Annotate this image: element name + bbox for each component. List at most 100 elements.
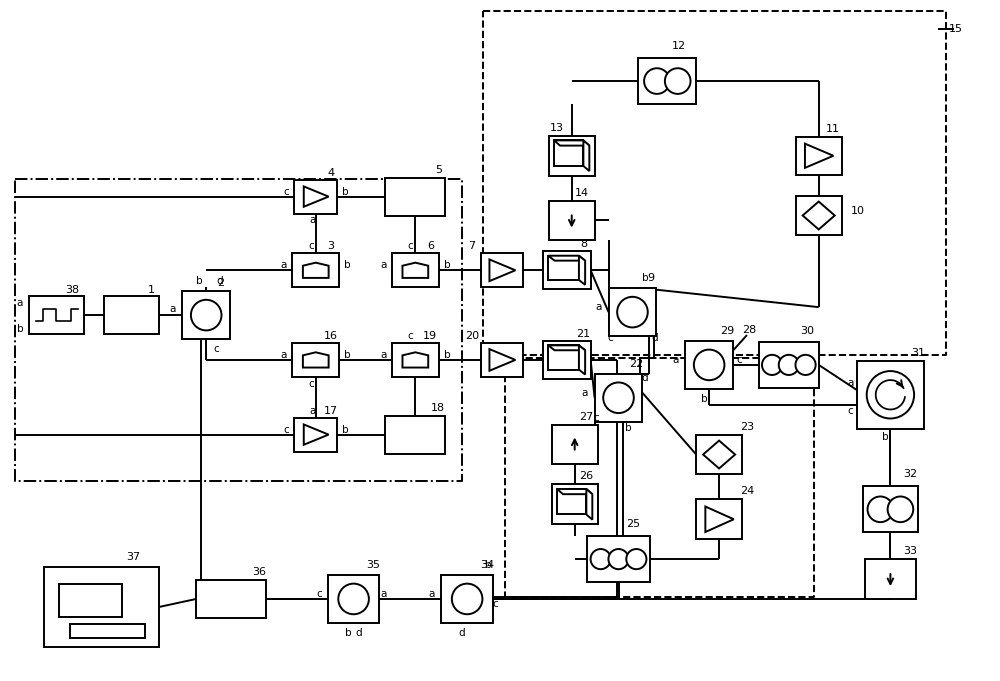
Text: a: a <box>310 215 316 225</box>
Polygon shape <box>548 345 585 350</box>
Text: 7: 7 <box>469 241 476 251</box>
Circle shape <box>868 496 893 522</box>
Text: 20: 20 <box>465 331 479 341</box>
Polygon shape <box>803 202 835 229</box>
Bar <box>549 201 595 240</box>
Bar <box>865 559 916 599</box>
Text: a: a <box>581 387 588 398</box>
Text: a: a <box>380 260 387 270</box>
Text: b: b <box>196 276 203 286</box>
Polygon shape <box>703 441 735 469</box>
Text: 5: 5 <box>435 165 442 175</box>
Text: c: c <box>407 331 413 341</box>
Text: a: a <box>672 355 678 365</box>
Bar <box>857 361 924 428</box>
Text: 2: 2 <box>218 279 225 288</box>
Text: 12: 12 <box>672 42 686 51</box>
Polygon shape <box>303 263 329 278</box>
Circle shape <box>603 383 634 413</box>
Text: 37: 37 <box>126 552 141 562</box>
Polygon shape <box>805 144 833 168</box>
Text: a: a <box>595 302 602 312</box>
Bar <box>196 580 266 618</box>
Text: c: c <box>308 241 314 251</box>
Text: 30: 30 <box>800 326 814 336</box>
Polygon shape <box>579 256 585 285</box>
Text: 22: 22 <box>629 359 644 369</box>
Text: c: c <box>283 425 289 434</box>
Text: 24: 24 <box>740 486 754 496</box>
Bar <box>44 567 159 647</box>
Text: 9: 9 <box>647 273 654 283</box>
Text: d: d <box>641 373 648 383</box>
Text: a: a <box>281 260 287 270</box>
Text: c: c <box>608 333 613 343</box>
Text: c: c <box>492 599 498 609</box>
Bar <box>392 343 439 377</box>
Text: b: b <box>625 423 632 432</box>
Text: b: b <box>344 260 351 270</box>
Bar <box>392 253 439 287</box>
Bar <box>557 489 586 514</box>
Bar <box>554 140 583 166</box>
Bar <box>548 345 579 370</box>
Text: 23: 23 <box>740 422 754 432</box>
Text: c: c <box>213 344 219 354</box>
Text: d: d <box>459 628 465 638</box>
Bar <box>552 425 598 464</box>
Text: a: a <box>281 350 287 360</box>
Circle shape <box>762 355 782 375</box>
Polygon shape <box>548 256 585 261</box>
Text: 16: 16 <box>324 331 338 341</box>
Polygon shape <box>402 263 428 278</box>
Circle shape <box>665 68 691 94</box>
Bar <box>796 137 842 175</box>
Bar <box>609 288 656 336</box>
Text: b: b <box>344 350 351 360</box>
Bar <box>481 343 523 377</box>
Text: 15: 15 <box>949 25 963 34</box>
Text: 11: 11 <box>826 124 840 134</box>
Text: c: c <box>308 379 314 389</box>
Polygon shape <box>304 187 329 207</box>
Text: a: a <box>169 304 176 314</box>
Text: 10: 10 <box>851 206 865 215</box>
Bar <box>595 374 642 422</box>
Circle shape <box>338 584 369 614</box>
Polygon shape <box>554 140 589 146</box>
Text: 13: 13 <box>550 123 564 133</box>
Bar <box>59 584 122 617</box>
Polygon shape <box>402 352 428 368</box>
Text: 8: 8 <box>580 240 587 249</box>
Bar <box>328 575 379 623</box>
Text: c: c <box>283 187 289 197</box>
Bar <box>104 296 159 334</box>
Bar <box>796 195 842 236</box>
Text: 14: 14 <box>575 187 589 197</box>
Polygon shape <box>489 349 515 370</box>
Circle shape <box>779 355 799 375</box>
Circle shape <box>191 300 222 330</box>
Polygon shape <box>303 352 329 368</box>
Circle shape <box>591 549 611 569</box>
Bar <box>543 251 591 289</box>
Bar <box>292 253 339 287</box>
Bar <box>696 499 742 539</box>
Bar <box>29 296 84 334</box>
Text: 36: 36 <box>252 567 266 577</box>
Text: a: a <box>380 350 387 360</box>
Text: 18: 18 <box>431 402 445 413</box>
Polygon shape <box>705 507 734 532</box>
Text: d: d <box>216 276 223 286</box>
Text: b: b <box>485 560 492 570</box>
Text: 33: 33 <box>903 546 917 556</box>
Text: 6: 6 <box>427 241 434 251</box>
Circle shape <box>617 297 648 328</box>
Text: b: b <box>342 425 349 434</box>
Text: 4: 4 <box>327 168 334 178</box>
Text: c: c <box>407 241 413 251</box>
Text: d: d <box>355 628 362 638</box>
Text: b: b <box>701 394 707 404</box>
Text: 34: 34 <box>480 560 494 570</box>
Bar <box>696 434 742 475</box>
